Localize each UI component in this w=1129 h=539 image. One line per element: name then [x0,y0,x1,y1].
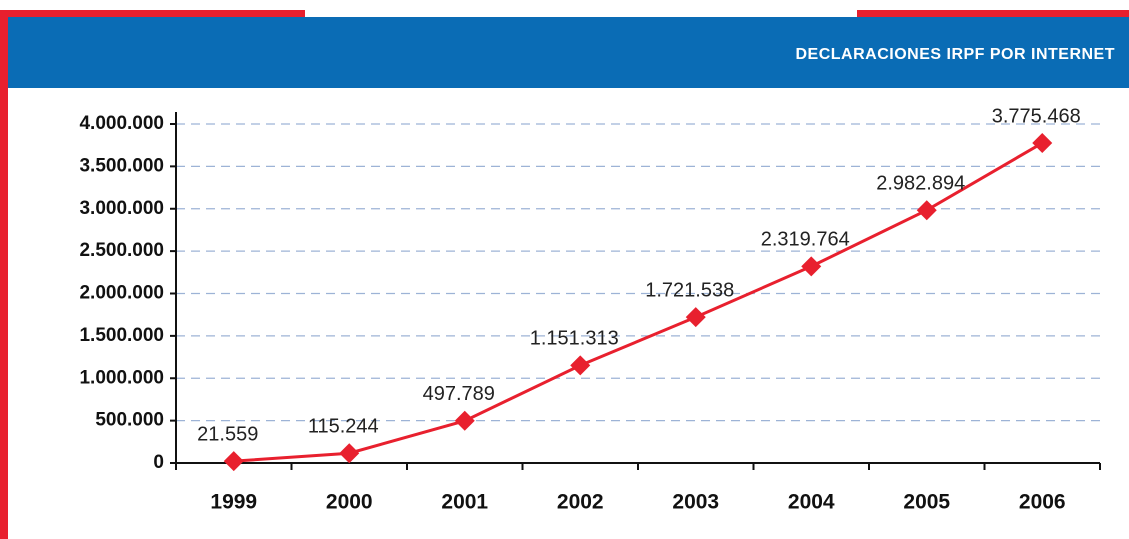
x-tick-label: 2001 [441,491,488,514]
x-tick-label: 2003 [672,491,719,514]
x-tick-label: 2006 [1019,491,1066,514]
x-tick-label: 2004 [788,491,835,514]
data-label: 3.775.468 [992,105,1081,127]
data-label: 1.721.538 [645,279,734,301]
y-tick-label: 4.000.000 [79,113,164,134]
data-point [801,256,822,277]
y-tick-label: 2.000.000 [79,283,164,304]
data-label: 497.789 [423,383,495,405]
header-band [0,17,1129,88]
data-label: 2.319.764 [761,229,850,251]
x-tick-label: 1999 [210,491,257,514]
x-tick-label: 2000 [326,491,373,514]
y-tick-label: 1.000.000 [79,367,164,388]
data-label: 115.244 [308,416,379,438]
chart-title: DECLARACIONES IRPF POR INTERNET [795,46,1115,63]
data-point [454,410,475,431]
data-point [339,443,360,464]
y-tick-label: 2.500.000 [79,240,164,261]
data-point [1032,133,1053,154]
data-point [223,451,244,472]
data-point [916,200,937,221]
data-label: 2.982.894 [876,172,965,194]
y-tick-label: 3.500.000 [79,155,164,176]
top-accent [857,10,1129,18]
left-accent [0,17,8,539]
data-point [570,355,591,376]
y-tick-label: 500.000 [95,410,164,431]
data-label: 21.559 [197,423,258,445]
x-tick-label: 2002 [557,491,604,514]
data-line [233,141,1044,463]
y-tick-label: 1.500.000 [79,325,164,346]
y-tick-label: 3.000.000 [79,198,164,219]
y-tick-label: 0 [153,452,164,473]
top-accent [0,10,305,18]
data-point [685,307,706,328]
x-tick-label: 2005 [903,491,950,514]
data-label: 1.151.313 [530,328,619,350]
